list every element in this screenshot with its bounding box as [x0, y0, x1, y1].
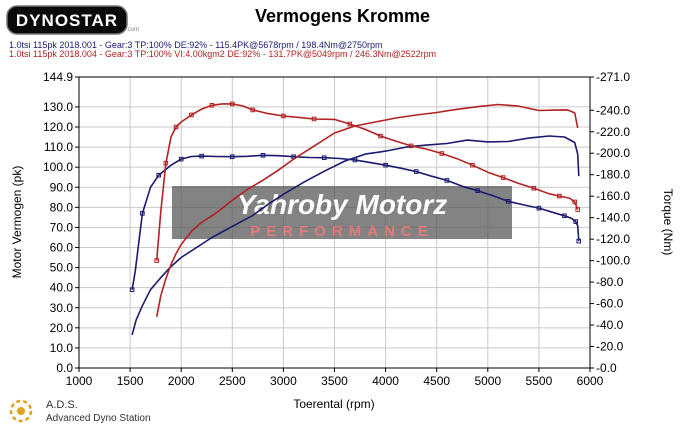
right-tick-label: -100.0	[596, 254, 630, 268]
x-tick-label: 3000	[270, 374, 297, 388]
ads-logo-icon	[6, 396, 36, 424]
right-tick-label: -120.0	[596, 232, 630, 246]
left-tick-label: 0.0	[56, 361, 73, 375]
right-tick-label: -40.0	[596, 318, 624, 332]
logo-text: DYNOSTAR	[16, 11, 118, 30]
right-tick-label: -0.0	[596, 361, 617, 375]
series-marker	[281, 113, 286, 119]
right-tick-label: -240.0	[596, 103, 630, 117]
series-marker	[156, 172, 162, 178]
footer-name: Advanced Dyno Station	[46, 413, 151, 424]
run-info-1: 1.0tsi 115pk 2018.001 - Gear:3 TP:100% D…	[9, 40, 383, 50]
series-marker	[531, 185, 537, 191]
series-marker	[576, 238, 582, 244]
right-tick-label: -140.0	[596, 211, 630, 225]
right-axis-label: Torque (Nm)	[661, 189, 675, 256]
dynostar-logo: DYNOSTAR	[6, 5, 128, 35]
footer-abbreviation: A.D.S.	[46, 399, 78, 411]
series-marker	[178, 156, 184, 162]
x-tick-label: 4000	[372, 374, 399, 388]
chart-title: Vermogens Kromme	[254, 6, 431, 26]
x-tick-label: 5000	[474, 374, 501, 388]
series-marker	[378, 133, 383, 139]
x-tick-label: 5500	[526, 374, 553, 388]
right-tick-label: -160.0	[596, 189, 630, 203]
watermark: Yahroby Motorz PERFORMANCE	[172, 186, 512, 240]
x-tick-label: 2000	[168, 374, 195, 388]
right-tick-label: -220.0	[596, 125, 630, 139]
run-info-2: 1.0tsi 115pk 2018.004 - Gear:3 TP:100% V…	[9, 49, 437, 59]
series-marker	[250, 107, 256, 113]
right-tick-label: -20.0	[596, 340, 624, 354]
series-marker	[383, 162, 388, 168]
x-axis-label: Toerental (rpm)	[293, 397, 374, 411]
x-tick-label: 1500	[117, 374, 144, 388]
left-tick-label: 70.0	[50, 220, 74, 234]
series-marker	[311, 116, 317, 122]
left-tick-label: 120.0	[43, 120, 73, 134]
watermark-banner	[172, 186, 512, 239]
series-marker	[444, 178, 450, 183]
x-tick-label: 1000	[66, 374, 93, 388]
series-marker	[129, 287, 135, 292]
left-tick-label: 90.0	[50, 180, 74, 194]
right-tick-label: -200.0	[596, 146, 630, 160]
series-marker	[154, 258, 159, 263]
series-line-torque-3	[155, 103, 579, 317]
series-marker	[572, 199, 577, 205]
x-tick-label: 6000	[577, 374, 604, 388]
series-marker	[408, 143, 414, 149]
series-line-power-0	[131, 154, 580, 290]
series-marker	[475, 188, 480, 193]
series-marker	[573, 219, 578, 224]
series-marker	[189, 112, 194, 118]
right-tick-label: -271.0	[596, 70, 630, 84]
left-tick-label: 20.0	[50, 321, 74, 335]
x-axis-ticks: 1000 1500 2000 2500 3000 3500 4000 4500 5000 5500…	[66, 368, 604, 388]
series-marker	[199, 153, 204, 159]
series-marker	[505, 199, 511, 204]
right-tick-label: -80.0	[596, 275, 624, 289]
series-marker	[260, 153, 266, 158]
watermark-brand: Yahroby Motorz	[237, 189, 448, 220]
left-axis-ticks: 144.9 130.0 120.0 110.0 100.0 90.0 80.0 70.0 60.…	[43, 70, 79, 375]
left-tick-label: 130.0	[43, 100, 73, 114]
series-marker	[557, 193, 562, 199]
series-marker	[209, 103, 215, 108]
series-marker	[230, 101, 235, 107]
x-tick-label: 2500	[219, 374, 246, 388]
series-marker	[173, 124, 179, 130]
series-marker	[413, 169, 419, 174]
series-marker	[163, 160, 169, 166]
left-tick-label: 50.0	[50, 261, 74, 275]
left-tick-label: 60.0	[50, 241, 74, 255]
right-axis-ticks: -271.0 -240.0 -220.0 -200.0 -180.0 -160.0 -140…	[590, 70, 630, 375]
series-marker	[140, 211, 145, 216]
watermark-sub: PERFORMANCE	[250, 223, 434, 240]
series-marker	[562, 213, 567, 219]
left-tick-label: 30.0	[50, 301, 74, 315]
x-tick-label: 4500	[423, 374, 450, 388]
x-tick-label: 3500	[321, 374, 348, 388]
logo-domain: .com	[126, 27, 140, 33]
series-marker	[470, 162, 475, 168]
series-marker	[439, 151, 445, 156]
series-marker	[230, 154, 235, 160]
left-tick-label: 110.0	[44, 140, 73, 154]
left-tick-label: 10.0	[50, 341, 74, 355]
left-tick-label: 40.0	[50, 281, 74, 295]
left-axis-label: Motor Vermogen (pk)	[10, 166, 24, 279]
series-marker	[347, 121, 353, 127]
left-tick-label: 80.0	[50, 200, 74, 214]
series-marker	[500, 175, 506, 180]
series-marker	[536, 205, 542, 211]
left-tick-label: 144.9	[43, 70, 73, 84]
right-tick-label: -60.0	[596, 297, 624, 311]
right-tick-label: -180.0	[596, 168, 630, 182]
left-tick-label: 100.0	[43, 160, 73, 174]
series-layer	[129, 101, 582, 336]
series-marker	[575, 207, 581, 212]
series-marker	[321, 155, 327, 161]
